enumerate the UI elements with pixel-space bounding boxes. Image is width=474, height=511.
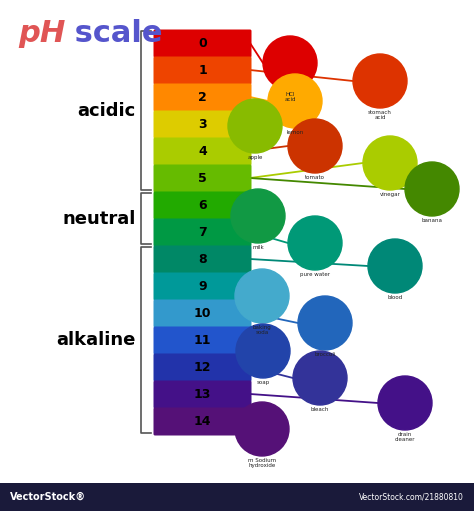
Text: 2: 2: [198, 90, 207, 104]
FancyBboxPatch shape: [154, 192, 252, 220]
Text: milk: milk: [252, 245, 264, 250]
Text: 7: 7: [198, 225, 207, 239]
Text: 12: 12: [194, 360, 211, 374]
Text: acidic: acidic: [78, 102, 136, 120]
FancyBboxPatch shape: [154, 381, 252, 408]
Circle shape: [228, 99, 282, 153]
Bar: [0, 483, 474, 511]
Text: 9: 9: [198, 280, 207, 292]
Text: 10: 10: [194, 307, 211, 319]
Circle shape: [288, 216, 342, 270]
Text: vinegar: vinegar: [380, 192, 401, 197]
Text: VectorStock.com/21880810: VectorStock.com/21880810: [359, 493, 464, 501]
Text: 3: 3: [198, 118, 207, 130]
FancyBboxPatch shape: [154, 354, 252, 382]
Text: 1: 1: [198, 63, 207, 77]
Circle shape: [368, 239, 422, 293]
Circle shape: [235, 269, 289, 323]
Circle shape: [236, 324, 290, 378]
Text: 13: 13: [194, 387, 211, 401]
FancyBboxPatch shape: [154, 245, 252, 273]
FancyBboxPatch shape: [154, 57, 252, 84]
FancyBboxPatch shape: [154, 83, 252, 111]
Text: bleach: bleach: [311, 407, 329, 412]
Circle shape: [298, 296, 352, 350]
Text: 4: 4: [198, 145, 207, 157]
FancyBboxPatch shape: [154, 110, 252, 138]
Text: scale: scale: [64, 18, 163, 48]
FancyBboxPatch shape: [154, 407, 252, 435]
Circle shape: [353, 54, 407, 108]
Text: banana: banana: [421, 218, 443, 223]
Circle shape: [235, 402, 289, 456]
Text: pH: pH: [18, 18, 65, 48]
Text: m Sodium
hydroxide: m Sodium hydroxide: [248, 458, 276, 469]
Text: lemon: lemon: [286, 130, 304, 135]
Text: pure water: pure water: [300, 272, 330, 277]
Text: soap: soap: [256, 380, 270, 385]
FancyBboxPatch shape: [154, 137, 252, 166]
FancyBboxPatch shape: [154, 299, 252, 328]
Text: 14: 14: [194, 414, 211, 428]
FancyBboxPatch shape: [154, 327, 252, 355]
Text: 5: 5: [198, 172, 207, 184]
Text: neutral: neutral: [63, 210, 136, 227]
Circle shape: [268, 74, 322, 128]
Text: apple: apple: [247, 155, 263, 160]
FancyBboxPatch shape: [154, 165, 252, 193]
Text: 6: 6: [198, 198, 207, 212]
FancyBboxPatch shape: [154, 219, 252, 246]
Text: blood: blood: [387, 295, 402, 300]
Text: broccoli: broccoli: [314, 352, 336, 357]
FancyBboxPatch shape: [154, 272, 252, 300]
Text: VectorStock®: VectorStock®: [10, 492, 86, 502]
Circle shape: [263, 36, 317, 90]
Text: alkaline: alkaline: [56, 331, 136, 349]
Circle shape: [293, 351, 347, 405]
Circle shape: [405, 162, 459, 216]
Circle shape: [363, 136, 417, 190]
Circle shape: [288, 119, 342, 173]
Text: tomato: tomato: [305, 175, 325, 180]
Text: HCl
acid: HCl acid: [284, 92, 296, 102]
Text: 0: 0: [198, 36, 207, 50]
Circle shape: [378, 376, 432, 430]
FancyBboxPatch shape: [154, 30, 252, 58]
Circle shape: [231, 189, 285, 243]
Text: baking
soda: baking soda: [253, 325, 272, 335]
Text: 8: 8: [198, 252, 207, 266]
Text: 11: 11: [194, 334, 211, 346]
Text: stomach
acid: stomach acid: [368, 110, 392, 121]
Text: drain
cleaner: drain cleaner: [395, 432, 415, 443]
